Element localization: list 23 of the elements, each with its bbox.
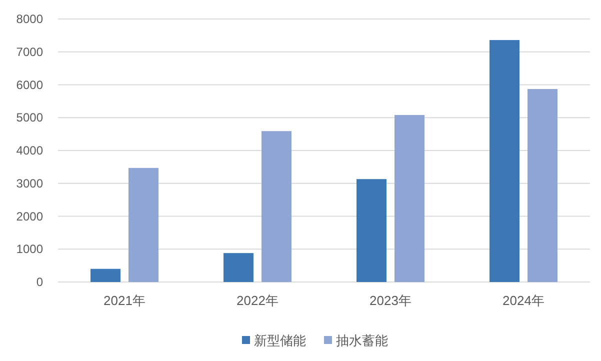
y-tick-label: 3000 <box>16 176 44 190</box>
bar <box>90 268 120 282</box>
x-tick-label: 2022年 <box>236 293 278 308</box>
y-tick-label: 6000 <box>16 78 44 92</box>
bar <box>356 179 386 282</box>
y-tick-label: 2000 <box>16 209 44 224</box>
bar <box>224 253 254 282</box>
bar <box>528 89 558 282</box>
bar <box>490 40 520 282</box>
x-tick-label: 2023年 <box>370 293 412 308</box>
y-tick-label: 0 <box>36 275 44 289</box>
bar <box>128 168 158 282</box>
bar <box>262 131 292 282</box>
x-tick-label: 2024年 <box>502 293 544 308</box>
x-tick-label: 2021年 <box>104 293 146 308</box>
y-tick-label: 1000 <box>16 242 44 256</box>
y-tick-label: 4000 <box>16 144 44 158</box>
legend-label: 新型储能 <box>254 333 306 348</box>
legend-label: 抽水蓄能 <box>336 333 388 348</box>
y-tick-label: 8000 <box>16 12 44 26</box>
bar <box>394 114 424 282</box>
y-tick-label: 5000 <box>16 110 44 125</box>
y-tick-label: 7000 <box>16 44 44 59</box>
